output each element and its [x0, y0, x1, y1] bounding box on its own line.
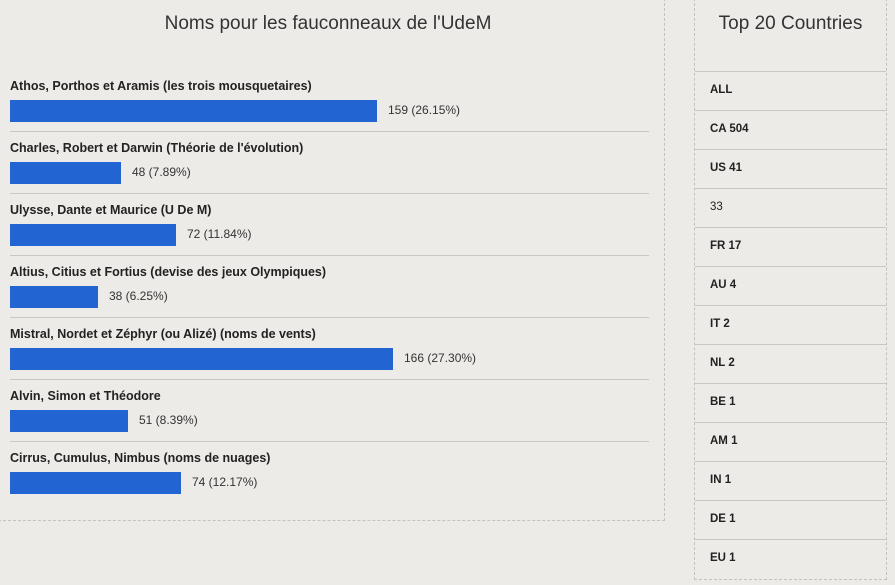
country-item[interactable]: NL 2: [695, 344, 886, 383]
countries-title: Top 20 Countries: [718, 13, 863, 34]
option-label: Ulysse, Dante et Maurice (U De M): [10, 203, 212, 217]
bar: [10, 348, 393, 370]
country-item[interactable]: 33: [695, 188, 886, 227]
option-label: Alvin, Simon et Théodore: [10, 389, 161, 403]
country-item[interactable]: AM 1: [695, 422, 886, 461]
country-item[interactable]: ALL: [695, 71, 886, 110]
bar: [10, 286, 98, 308]
poll-row: Athos, Porthos et Aramis (les trois mous…: [10, 70, 649, 132]
country-item[interactable]: EU 1: [695, 539, 886, 578]
option-label: Mistral, Nordet et Zéphyr (ou Alizé) (no…: [10, 327, 316, 341]
option-label: Altius, Citius et Fortius (devise des je…: [10, 265, 327, 279]
poll-row: Ulysse, Dante et Maurice (U De M) 72 (11.…: [10, 194, 649, 256]
option-label: Charles, Robert et Darwin (Théorie de l'…: [10, 141, 304, 155]
poll-row: Alvin, Simon et Théodore 51 (8.39%): [10, 380, 649, 442]
country-item[interactable]: CA 504: [695, 110, 886, 149]
countries-panel: Top 20 Countries ALL CA 504 US 41 33 FR 17 AU…: [694, 0, 887, 580]
bar: [10, 224, 176, 246]
country-item[interactable]: FR 17: [695, 227, 886, 266]
bar-value-label: 166 (27.30%): [404, 351, 477, 365]
option-label: Athos, Porthos et Aramis (les trois mous…: [10, 79, 312, 93]
poll-row: Mistral, Nordet et Zéphyr (ou Alizé) (no…: [10, 318, 649, 380]
bar-value-label: 72 (11.84%): [187, 227, 252, 241]
poll-results: Athos, Porthos et Aramis (les trois mous…: [10, 70, 649, 504]
poll-row: Cirrus, Cumulus, Nimbus (noms de nuages)…: [10, 442, 649, 504]
poll-row: Altius, Citius et Fortius (devise des je…: [10, 256, 649, 318]
country-list: ALL CA 504 US 41 33 FR 17 AU 4 IT 2 NL 2 BE 1 AM …: [695, 71, 886, 578]
bar-value-label: 74 (12.17%): [192, 475, 258, 489]
option-label: Cirrus, Cumulus, Nimbus (noms de nuages): [10, 451, 271, 465]
country-item[interactable]: US 41: [695, 149, 886, 188]
bar-value-label: 48 (7.89%): [132, 165, 191, 179]
bar: [10, 472, 181, 494]
bar-value-label: 51 (8.39%): [139, 413, 198, 427]
bar-value-label: 38 (6.25%): [109, 289, 168, 303]
bar: [10, 162, 121, 184]
country-item[interactable]: AU 4: [695, 266, 886, 305]
country-item[interactable]: IT 2: [695, 305, 886, 344]
poll-row: Charles, Robert et Darwin (Théorie de l'…: [10, 132, 649, 194]
country-item[interactable]: IN 1: [695, 461, 886, 500]
bar: [10, 410, 128, 432]
bar-value-label: 159 (26.15%): [388, 103, 461, 117]
country-item[interactable]: BE 1: [695, 383, 886, 422]
poll-panel: Noms pour les fauconneaux de l'UdeM Atho…: [0, 0, 665, 521]
bar: [10, 100, 377, 122]
poll-title: Noms pour les fauconneaux de l'UdeM: [164, 13, 492, 34]
country-item[interactable]: DE 1: [695, 500, 886, 539]
